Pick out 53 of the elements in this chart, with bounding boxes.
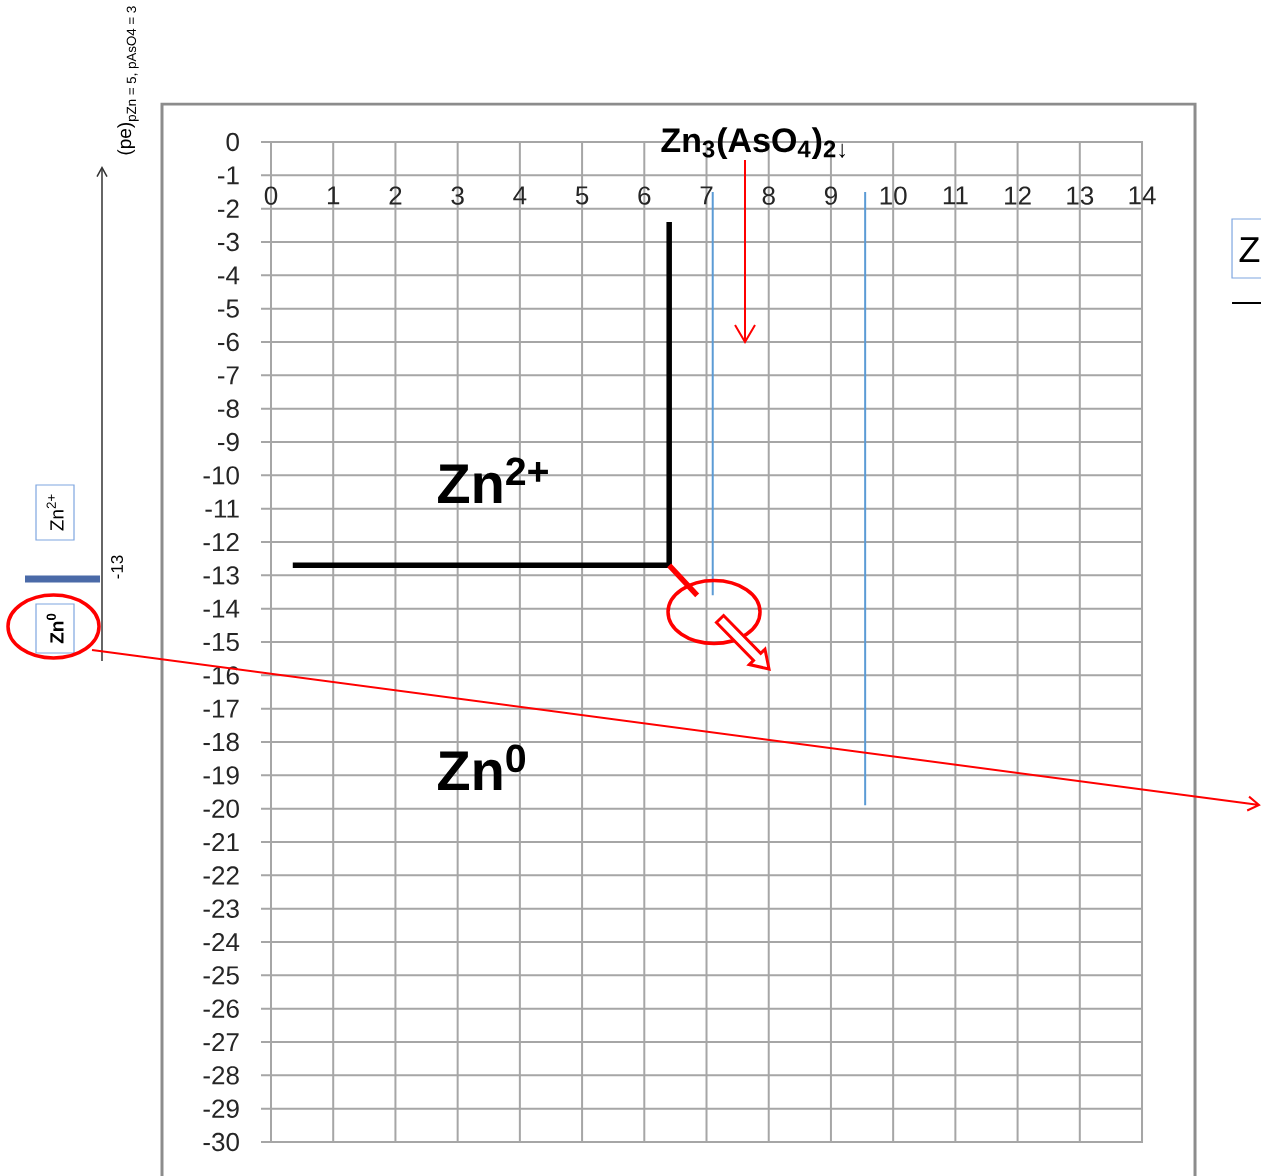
y-tick-label: -12: [203, 532, 239, 552]
x-tick-label: 10: [880, 186, 907, 205]
annotation: Zn$^{0}$: [438, 744, 526, 791]
y-tick-label: -21: [203, 832, 239, 852]
y-tick-label: -27: [203, 1032, 239, 1052]
x-tick-label: 3: [451, 186, 464, 205]
y-tick-label: -28: [203, 1066, 239, 1085]
text: -13: [111, 555, 124, 579]
text: Zn$^{2+}$: [46, 494, 64, 531]
y-tick-label: 0: [226, 132, 239, 152]
y-tick-label: -9: [217, 432, 239, 452]
x-tick-label: 4: [513, 186, 527, 205]
y-tick-label: -5: [217, 299, 239, 318]
annotation: Zn$_{3}$(AsO$_{4}$)$_{2↓}$: [661, 127, 845, 160]
y-tick-label: -3: [217, 232, 239, 252]
y-tick-label: -18: [203, 732, 239, 752]
x-tick-label: 0: [264, 186, 278, 205]
annotation: Zn$^{2+}$: [438, 457, 548, 503]
y-tick-label: -22: [203, 866, 239, 885]
y-tick-label: -8: [217, 399, 239, 418]
text: $\text{(pe)}_{\text{pZn = 5, pAsO4 = 3}}$: [117, 6, 139, 155]
y-tick-label: -23: [203, 899, 239, 918]
text: Zn$^{0}$: [46, 613, 64, 644]
y-tick-label: -13: [203, 566, 239, 585]
y-tick-label: -6: [217, 332, 239, 352]
y-tick-label: -30: [203, 1132, 239, 1152]
x-tick-label: 6: [638, 186, 651, 205]
x-tick-label: 14: [1129, 186, 1156, 205]
x-tick-label: 11: [943, 186, 968, 205]
y-tick-label: -17: [203, 699, 239, 718]
y-tick-label: -10: [203, 466, 239, 485]
x-tick-label: 8: [762, 186, 775, 205]
x-tick-label: 12: [1005, 186, 1031, 205]
y-tick-label: -20: [203, 799, 239, 818]
y-tick-label: -29: [203, 1099, 239, 1118]
y-tick-label: -26: [203, 999, 239, 1018]
y-tick-label: -16: [203, 666, 239, 685]
text: Z: [1239, 237, 1260, 262]
x-tick-label: 5: [575, 186, 589, 205]
x-tick-label: 1: [327, 186, 340, 205]
y-tick-label: -1: [217, 166, 239, 185]
y-tick-label: -24: [203, 932, 240, 952]
y-tick-label: -11: [205, 499, 239, 518]
y-tick-label: -19: [203, 766, 239, 785]
y-tick-label: -15: [203, 632, 239, 652]
y-tick-label: -25: [203, 966, 239, 985]
x-tick-label: 13: [1067, 186, 1094, 205]
y-tick-label: -4: [217, 266, 240, 285]
y-tick-label: -14: [203, 599, 240, 618]
y-tick-label: -7: [217, 366, 239, 385]
x-tick-label: 9: [824, 186, 837, 205]
y-tick-label: -2: [217, 199, 239, 218]
x-tick-label: 2: [389, 186, 402, 205]
